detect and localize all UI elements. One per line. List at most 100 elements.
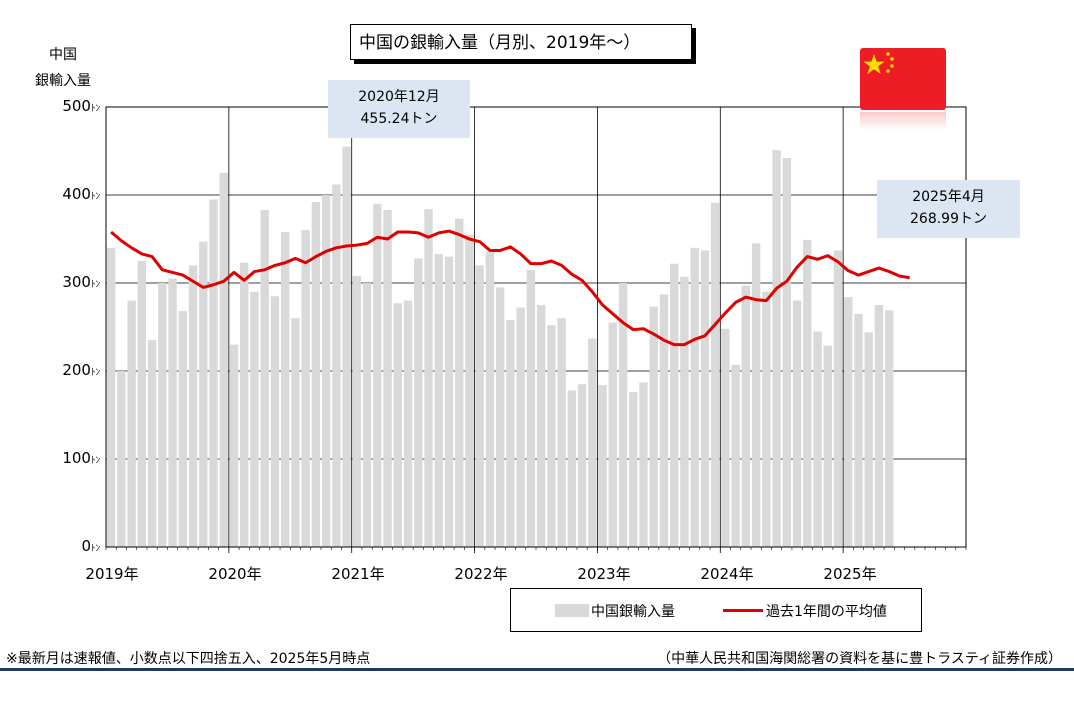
bar [536,305,546,547]
footnote-note: ※最新月は速報値、小数点以下四捨五入、2025年5月時点 [6,651,371,667]
bar [690,247,699,548]
y-tick-label: 300ﾄﾝ [30,273,100,291]
y-tick-unit: ﾄﾝ [90,104,100,114]
bar [219,173,228,547]
bar [250,291,259,547]
bar [495,287,505,547]
average-line-series [110,229,910,347]
plot-area-border [105,106,967,548]
bar [127,300,136,547]
bar [455,218,464,547]
bar [444,256,454,547]
bar [137,261,147,547]
bar [311,202,321,548]
average-line [110,229,910,347]
x-tick-label: 2020年 [208,565,262,583]
bar [393,303,402,547]
legend-bar-swatch [555,604,589,617]
bar [280,231,290,547]
legend-line-label: 過去1年間の平均値 [766,604,887,620]
bar [383,209,392,547]
bar [782,158,792,548]
bar [321,195,331,547]
y-axis-label-line2: 銀輸入量 [35,73,91,89]
callout-latest-2025-04: 2025年4月 268.99トン [877,180,1020,238]
bar [772,150,781,547]
bar [414,258,423,547]
bar [270,296,280,547]
y-tick-unit: ﾄﾝ [90,192,100,202]
bar [649,306,658,547]
bar [598,385,607,547]
bar [680,276,689,547]
y-tick-value: 200 [62,361,91,379]
bar [373,203,382,548]
y-tick-unit: ﾄﾝ [90,368,100,378]
bar-series [106,146,894,548]
callout-value: 268.99トン [910,211,987,227]
chart-title: 中国の銀輸入量（月別、2019年～） [350,24,692,60]
y-tick-value: 0 [81,537,91,555]
bar [485,252,495,547]
y-tick-label: 200ﾄﾝ [30,361,100,379]
bar [506,319,515,547]
x-tick-label: 2025年 [823,565,877,583]
bar [332,184,341,547]
bar [741,285,751,547]
bar [659,294,669,547]
bar [721,328,730,547]
y-tick-label: 400ﾄﾝ [30,185,100,203]
bar [117,371,126,547]
bar [803,239,812,547]
y-tick-label: 0ﾄﾝ [30,537,100,555]
flag-stars-icon [863,52,894,74]
y-tick-value: 100 [62,449,91,467]
y-axis-label-line1: 中国 [49,47,77,63]
y-tick-value: 300 [62,273,91,291]
bar [629,392,638,547]
bar [229,344,239,547]
callout-value: 455.24トン [360,111,438,127]
y-tick-value: 500 [62,97,91,115]
bar [731,364,740,547]
bar [301,230,310,547]
bar [352,275,362,547]
bar [209,199,218,547]
bar [434,253,443,547]
legend-line-swatch [723,609,763,612]
x-tick-label: 2021年 [331,565,385,583]
bar [588,338,597,547]
bar [240,262,249,547]
callout-date: 2020年12月 [358,89,440,105]
y-tick-value: 400 [62,185,91,203]
bar [833,250,843,547]
bar [710,202,720,548]
legend-bar-label: 中国銀輸入量 [591,604,675,620]
flag-reflection [860,112,946,130]
bar [403,300,413,547]
bar [844,297,853,547]
x-tick-label: 2024年 [700,565,754,583]
footnote-source: （中華人民共和国海関総署の資料を基に豊トラスティ証券作成） [657,651,1062,667]
bar [854,313,863,547]
bar [567,390,577,547]
callout-date: 2025年4月 [912,189,985,205]
bar [188,265,198,547]
bar [547,325,556,547]
bar [260,209,269,547]
bar [526,269,536,547]
bar [178,311,187,547]
bar [792,300,802,547]
bar [465,234,474,547]
bar [608,322,617,547]
bar [342,146,351,547]
y-tick-label: 100ﾄﾝ [30,449,100,467]
bar [751,243,761,547]
bar [475,265,484,547]
bar [639,382,648,547]
x-tick-label: 2023年 [577,565,631,583]
bar [864,332,873,547]
y-tick-unit: ﾄﾝ [90,280,100,290]
y-tick-label: 500ﾄﾝ [30,97,100,115]
